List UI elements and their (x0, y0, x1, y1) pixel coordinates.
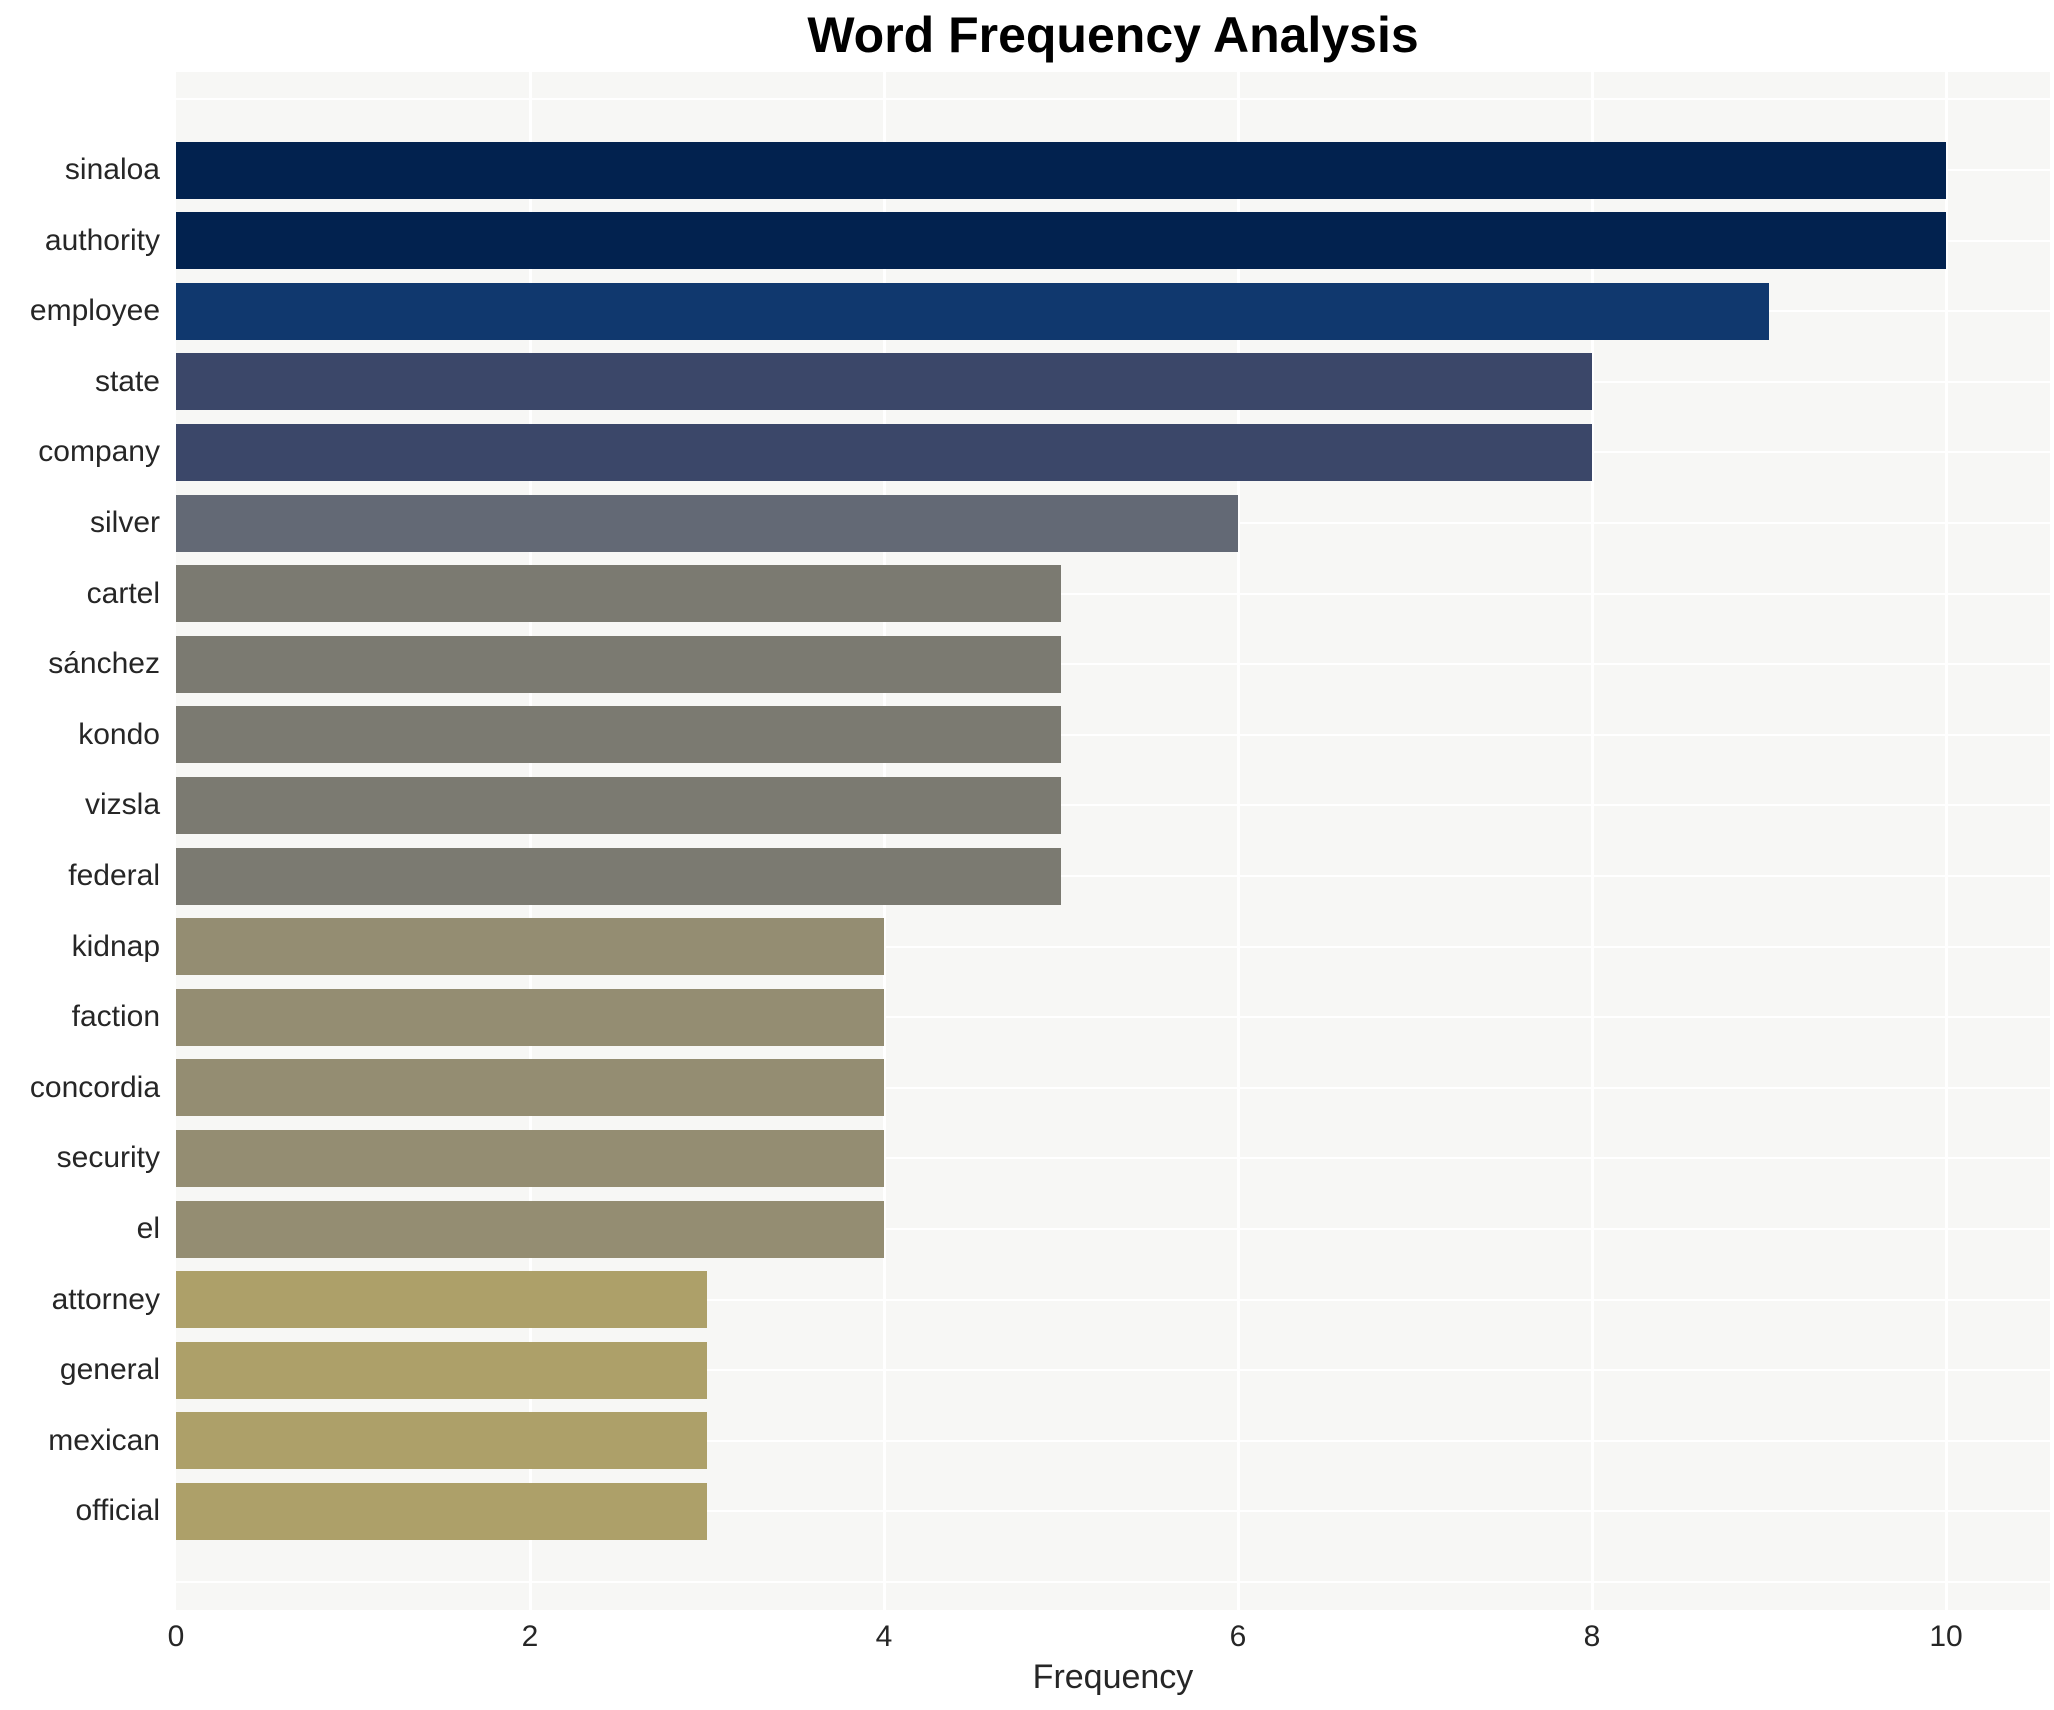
bar-mexican (176, 1412, 707, 1469)
bar-general (176, 1342, 707, 1399)
bar-security (176, 1130, 884, 1187)
y-tick-label: cartel (86, 577, 160, 610)
bar-employee (176, 283, 1769, 340)
h-gridline (176, 663, 2050, 666)
bar-vizsla (176, 777, 1061, 834)
y-tick-label: general (59, 1353, 160, 1386)
bar-kondo (176, 706, 1061, 763)
x-tick-label: 6 (1229, 1620, 1247, 1653)
h-gridline (176, 1016, 2050, 1019)
y-tick-label: state (94, 365, 160, 398)
bar-cartel (176, 565, 1061, 622)
x-axis-title: Frequency (1032, 1658, 1194, 1696)
h-gridline (176, 592, 2050, 595)
y-tick-label: attorney (51, 1283, 160, 1316)
bar-concordia (176, 1059, 884, 1116)
y-tick-label: concordia (29, 1071, 160, 1104)
h-gridline (176, 98, 2050, 101)
y-tick-label: official (75, 1494, 161, 1527)
h-gridline (176, 875, 2050, 877)
h-gridline (176, 1228, 2050, 1230)
bar-company (176, 424, 1592, 481)
v-gridline (1237, 72, 1240, 1610)
x-tick-label: 2 (521, 1620, 539, 1653)
y-tick-label: kondo (78, 718, 160, 751)
h-gridline (176, 1439, 2050, 1442)
y-tick-label: silver (89, 506, 160, 539)
bar-state (176, 353, 1592, 410)
y-tick-label: federal (68, 859, 160, 892)
y-tick-label: mexican (48, 1424, 160, 1457)
y-tick-label: kidnap (71, 930, 160, 963)
bar-authority (176, 212, 1946, 269)
x-tick-label: 10 (1929, 1620, 1963, 1653)
y-tick-label: vizsla (84, 788, 160, 821)
chart-title: Word Frequency Analysis (807, 7, 1419, 63)
bar-silver (176, 495, 1238, 552)
h-gridline (176, 945, 2050, 948)
y-tick-label: faction (71, 1000, 160, 1033)
bar-attorney (176, 1271, 707, 1328)
v-gridline (529, 72, 532, 1610)
v-gridline (1591, 72, 1594, 1610)
bar-sánchez (176, 636, 1061, 693)
h-gridline (176, 1581, 2050, 1583)
x-tick-label: 4 (875, 1620, 893, 1653)
h-gridline (176, 1157, 2050, 1160)
y-tick-label: authority (44, 224, 160, 257)
bar-official (176, 1483, 707, 1540)
h-gridline (176, 1086, 2050, 1089)
plot-area (176, 72, 2050, 1610)
x-tick-label: 0 (167, 1620, 185, 1653)
y-tick-label: company (38, 435, 160, 468)
y-tick-label: sinaloa (64, 153, 160, 186)
bar-faction (176, 989, 884, 1046)
v-gridline (883, 72, 886, 1610)
y-tick-label: security (56, 1141, 160, 1174)
bar-el (176, 1201, 884, 1258)
y-tick-label: employee (29, 294, 160, 327)
bar-sinaloa (176, 142, 1946, 199)
h-gridline (176, 733, 2050, 736)
h-gridline (176, 1369, 2050, 1372)
v-gridline (1945, 72, 1948, 1610)
x-tick-label: 8 (1583, 1620, 1601, 1653)
y-tick-label: sánchez (48, 647, 160, 680)
h-gridline (176, 1298, 2050, 1301)
y-tick-label: el (136, 1212, 160, 1245)
h-gridline (176, 804, 2050, 807)
bar-kidnap (176, 918, 884, 975)
bar-federal (176, 848, 1061, 905)
h-gridline (176, 1510, 2050, 1513)
